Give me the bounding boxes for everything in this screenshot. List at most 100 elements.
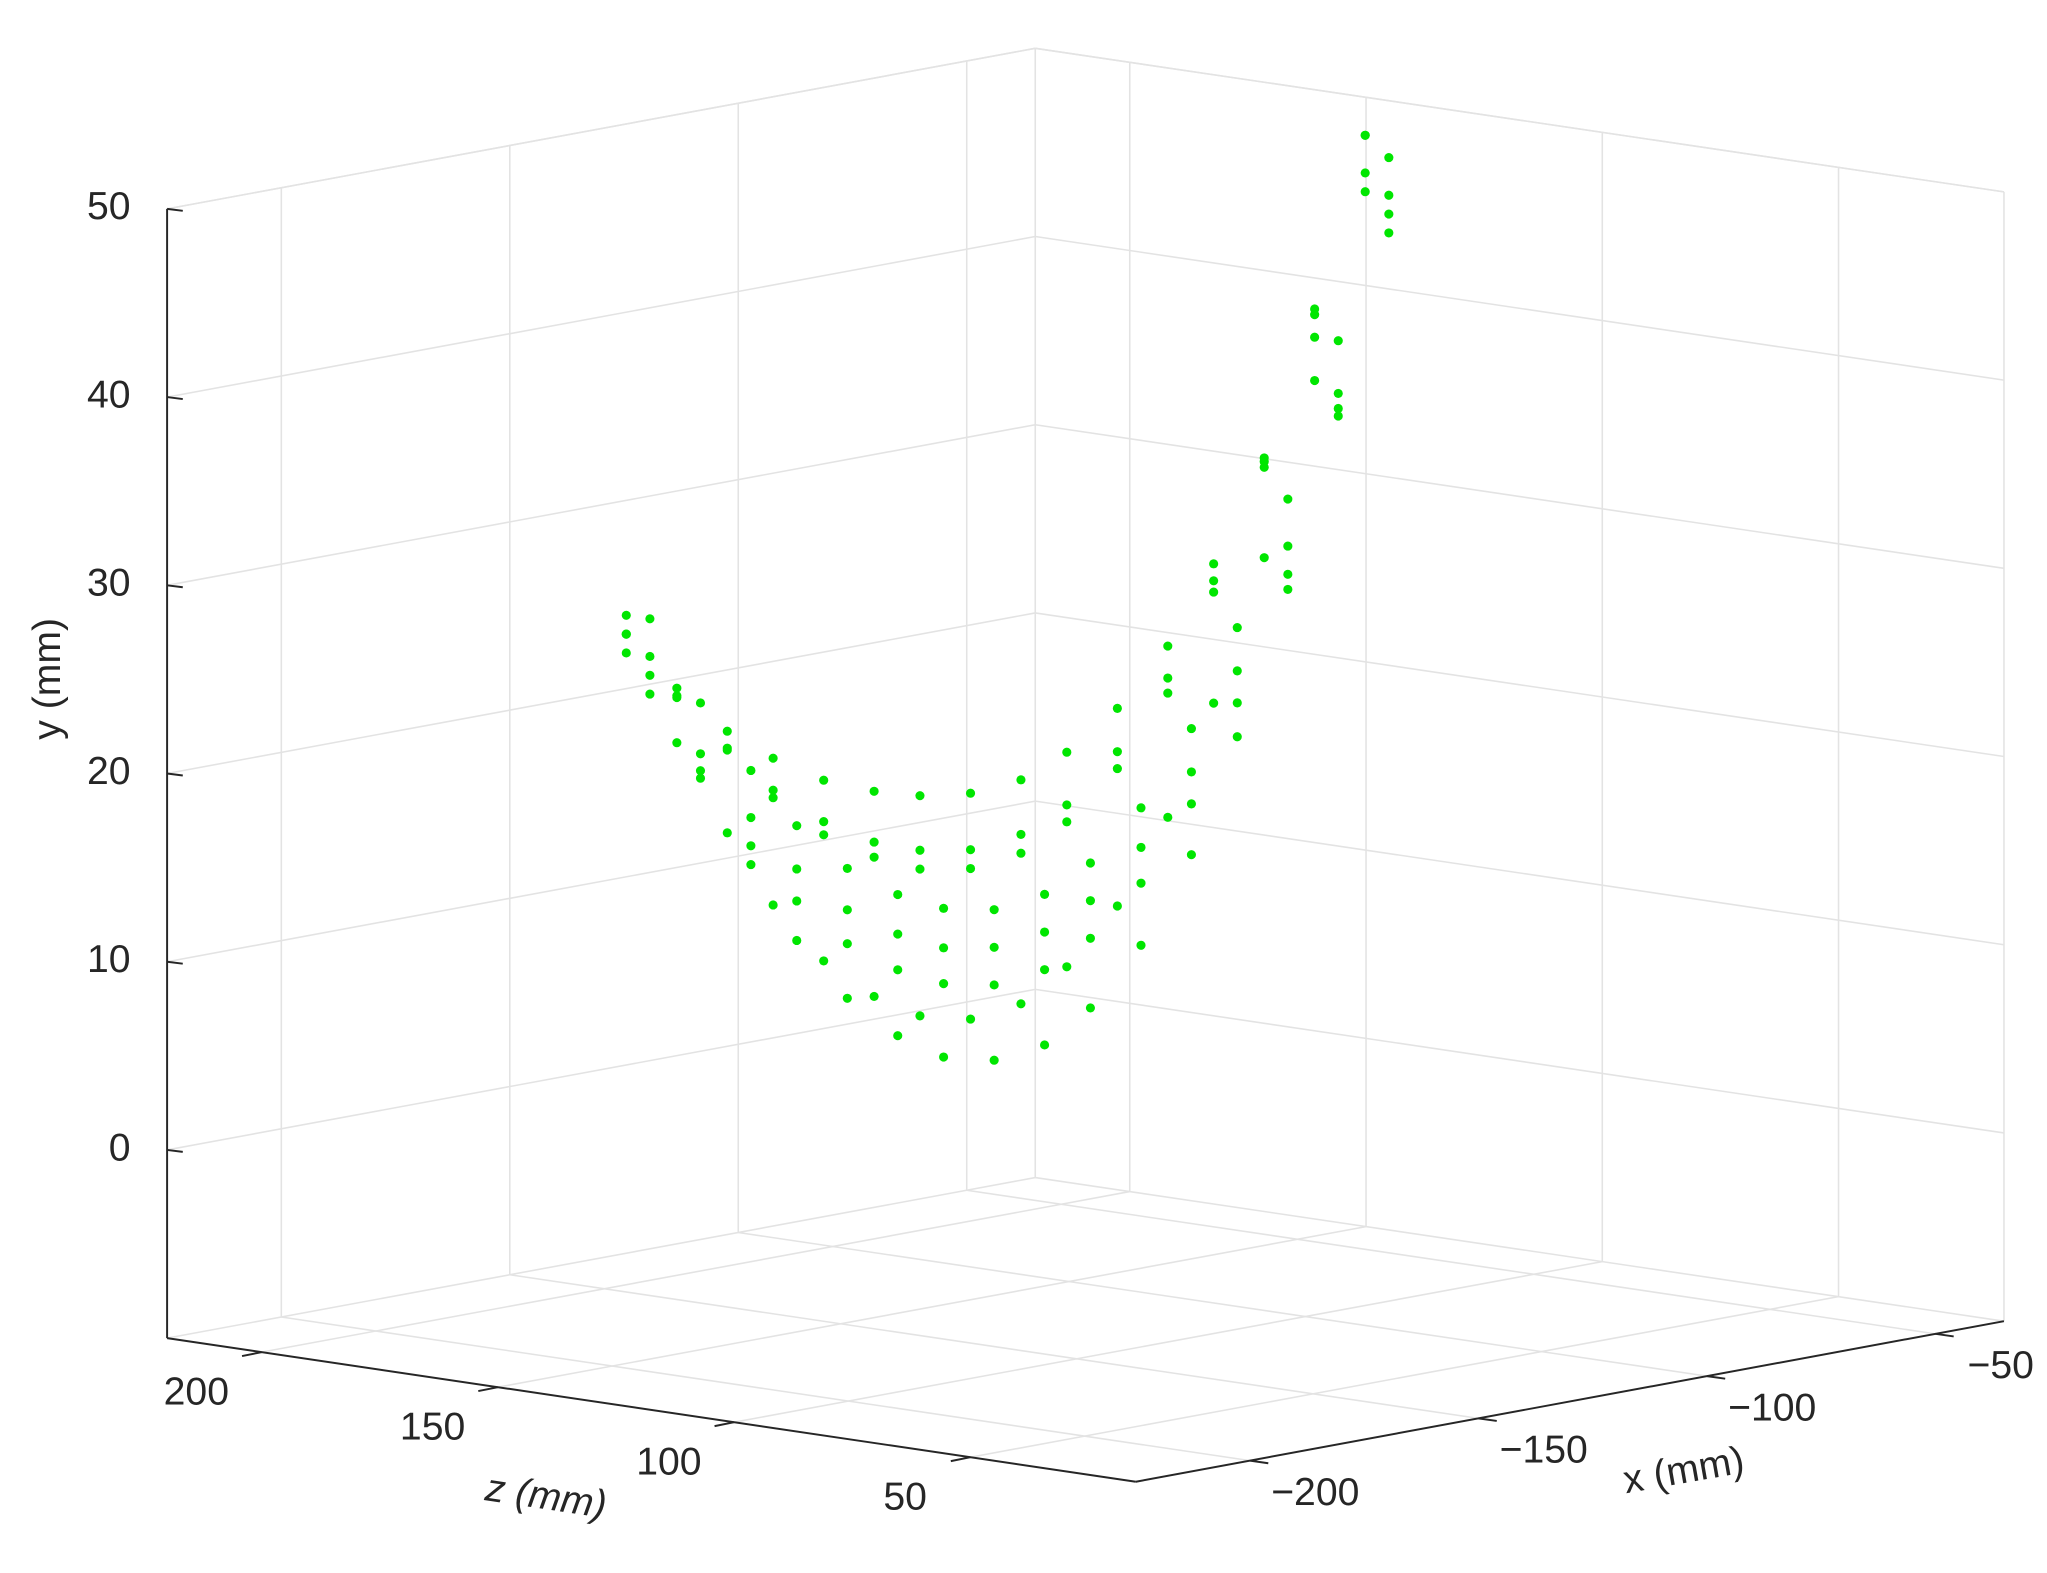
grid-line [1035, 800, 2005, 946]
data-point [1085, 933, 1095, 943]
data-point [1186, 724, 1196, 734]
x-tick-label: −150 [1500, 1429, 1588, 1472]
tick-mark [166, 396, 183, 401]
data-point [1062, 817, 1072, 827]
y-tick-label: 0 [109, 1126, 131, 1169]
data-point [1163, 688, 1173, 698]
grid-line [497, 1225, 1367, 1388]
z-tick-label: 200 [164, 1370, 229, 1413]
data-point [695, 698, 706, 708]
tick-mark [1249, 1459, 1269, 1465]
data-point [722, 743, 732, 753]
data-point [1283, 584, 1293, 594]
data-point [1040, 1040, 1050, 1050]
z-axis [166, 1337, 1136, 1483]
data-point [672, 691, 682, 701]
grid-line [509, 1273, 1479, 1420]
data-point [893, 965, 903, 975]
data-point [1384, 228, 1394, 238]
data-point [893, 889, 903, 900]
grid-line [1035, 235, 2005, 381]
data-point [842, 939, 852, 949]
data-point [768, 785, 778, 795]
tick-mark [714, 1421, 735, 1428]
data-point [1136, 842, 1146, 852]
data-point [1360, 130, 1370, 140]
data-point [645, 614, 655, 624]
tick-mark [478, 1386, 499, 1393]
data-point [1112, 764, 1122, 774]
data-point [989, 980, 999, 990]
plot-area: y (mm) z (mm) x (mm) 0 10 20 30 40 50 −200 −150… [26, 47, 2034, 1527]
data-point [1112, 901, 1122, 911]
data-point [1163, 641, 1173, 651]
data-point [893, 1031, 903, 1041]
tick-mark [950, 1456, 971, 1463]
data-point [672, 683, 682, 693]
data-point [1384, 153, 1394, 163]
data-point [915, 791, 925, 801]
data-point [869, 852, 879, 862]
data-point [1136, 940, 1146, 950]
y-tick-label: 50 [87, 185, 131, 228]
data-point [1186, 767, 1196, 777]
data-point [1016, 775, 1026, 785]
data-point [1232, 666, 1242, 676]
data-point [672, 738, 682, 748]
grid-line [1035, 988, 2005, 1134]
data-point [722, 726, 732, 736]
grid-line [733, 1260, 1603, 1423]
data-point [746, 841, 756, 851]
data-point [1085, 896, 1095, 906]
data-point [1232, 623, 1242, 633]
data-point [1333, 403, 1343, 414]
grid-line [166, 235, 1036, 398]
data-point [965, 863, 976, 874]
x-tick-label: −100 [1728, 1386, 1816, 1429]
data-point [722, 828, 732, 838]
grid-line [281, 1316, 1251, 1462]
data-point [792, 935, 802, 946]
data-point [645, 670, 655, 680]
data-point [819, 956, 829, 966]
tick-mark [166, 1148, 183, 1153]
data-point [1310, 310, 1320, 320]
grid-line [1035, 47, 2005, 193]
data-point [1186, 850, 1196, 860]
data-point [792, 864, 802, 874]
data-point [1186, 799, 1196, 809]
data-point [1283, 541, 1293, 551]
data-point [1283, 569, 1293, 579]
data-point [695, 766, 706, 776]
y-axis-label: y (mm) [26, 618, 69, 740]
tick-mark [166, 960, 183, 965]
data-point [1333, 336, 1343, 346]
z-axis-label: z (mm) [482, 1466, 610, 1527]
data-point [965, 845, 976, 855]
data-point [1232, 732, 1242, 742]
data-point [989, 1055, 999, 1065]
grid-line [966, 1189, 1936, 1335]
data-point [819, 830, 829, 840]
grid-line [1035, 423, 2005, 570]
data-point [1016, 848, 1026, 858]
data-point [1040, 927, 1050, 937]
y-tick-label: 10 [87, 938, 131, 981]
data-point [746, 765, 756, 776]
box-edge [1035, 1176, 2005, 1322]
grid-line [970, 1295, 1839, 1458]
x-axis-label: x (mm) [1620, 1439, 1747, 1502]
data-point [1016, 829, 1026, 839]
data-point [939, 1052, 949, 1062]
data-point [768, 793, 778, 803]
data-point [1259, 462, 1269, 472]
data-point [1209, 698, 1219, 708]
data-point [915, 1011, 925, 1021]
tick-mark [166, 207, 183, 212]
data-point [842, 863, 852, 873]
data-point [1136, 803, 1146, 813]
data-point [768, 753, 778, 763]
data-point [1333, 388, 1343, 398]
